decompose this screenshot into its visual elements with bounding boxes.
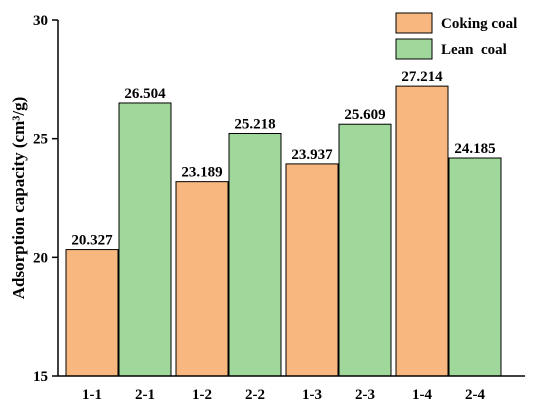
legend-label-2: Lean coal [441, 42, 507, 58]
bars-layer [65, 85, 502, 377]
bar-1-2 [175, 181, 229, 377]
x-tick-label-1-3: 1-3 [302, 387, 322, 403]
x-tick-label-2-3: 2-3 [355, 387, 375, 403]
legend-swatch-2 [395, 38, 433, 60]
x-tick-label-2-4: 2-4 [465, 387, 485, 403]
x-tick-label-2-1: 2-1 [135, 387, 155, 403]
legend-label-1: Coking coal [441, 16, 517, 32]
legend-swatch-1 [395, 12, 433, 34]
x-tick-label-2-2: 2-2 [245, 387, 265, 403]
bar-1-1 [65, 249, 119, 377]
value-label-2-2: 25.218 [234, 116, 275, 132]
value-label-1-3: 23.937 [291, 147, 333, 163]
x-tick-label-1-1: 1-1 [82, 387, 102, 403]
value-labels-layer: 20.327 23.189 23.937 27.214 26.504 25.218 25.6… [71, 69, 495, 248]
x-tick-label-1-4: 1-4 [412, 387, 432, 403]
bar-2-2 [228, 132, 282, 377]
y-tick-label-15: 15 [33, 369, 48, 385]
bar-1-3 [285, 163, 339, 377]
bar-1-4 [395, 85, 449, 377]
x-ticks-layer: 1-1 1-2 1-3 1-4 2-1 2-2 2-3 2-4 [82, 387, 485, 403]
y-tick-label-20: 20 [33, 250, 48, 266]
bar-2-3 [338, 123, 392, 377]
legend: Coking coal Lean coal [395, 12, 517, 60]
x-tick-label-1-2: 1-2 [192, 387, 212, 403]
value-label-1-2: 23.189 [181, 165, 222, 181]
y-ticks-layer: 15 20 25 30 [33, 13, 58, 385]
y-tick-label-25: 25 [33, 132, 48, 148]
value-label-2-1: 26.504 [124, 86, 166, 102]
bar-2-4 [448, 157, 502, 377]
y-tick-label-30: 30 [33, 13, 48, 29]
value-label-2-4: 24.185 [454, 141, 495, 157]
bar-2-1 [118, 102, 172, 377]
y-axis-label: Adsorption capacity (cm³/g) [9, 97, 28, 299]
value-label-1-1: 20.327 [71, 233, 113, 249]
value-label-2-3: 25.609 [344, 107, 385, 123]
value-label-1-4: 27.214 [401, 69, 443, 85]
